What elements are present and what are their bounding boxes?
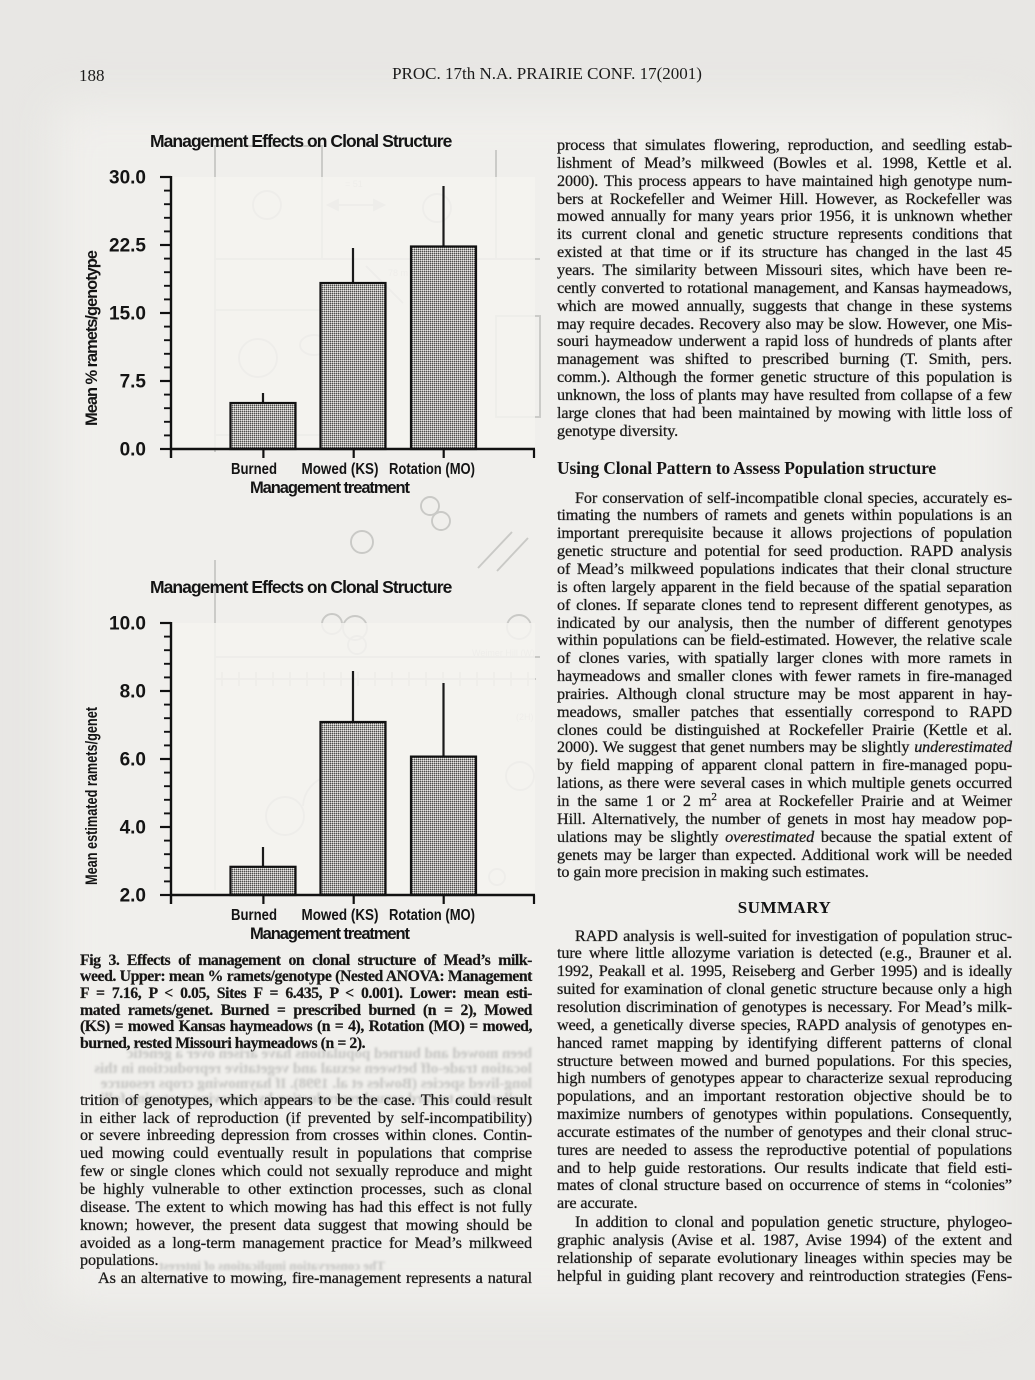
- svg-text:0.0: 0.0: [120, 440, 146, 461]
- svg-text:30.0: 30.0: [109, 168, 146, 189]
- svg-text:7.5: 7.5: [120, 372, 147, 393]
- svg-text:Management Effects on Clonal S: Management Effects on Clonal Structure: [150, 131, 453, 151]
- svg-text:Management Effects on Clonal S: Management Effects on Clonal Structure: [150, 577, 453, 597]
- svg-text:Rotation (MO): Rotation (MO): [389, 907, 475, 924]
- svg-text:Burned: Burned: [231, 907, 277, 924]
- svg-text:Mean % ramets/genotype: Mean % ramets/genotype: [83, 250, 101, 426]
- svg-text:2.0: 2.0: [120, 886, 146, 907]
- svg-text:6.0: 6.0: [120, 750, 146, 771]
- svg-text:10.0: 10.0: [109, 614, 146, 635]
- svg-text:22.5: 22.5: [109, 236, 146, 257]
- svg-text:8.0: 8.0: [120, 682, 146, 703]
- svg-text:15.0: 15.0: [109, 304, 146, 325]
- svg-text:Mean estimated ramets/genet: Mean estimated ramets/genet: [83, 707, 101, 885]
- svg-text:Management treatment: Management treatment: [250, 925, 411, 943]
- svg-text:4.0: 4.0: [120, 818, 146, 839]
- svg-text:Rotation (MO): Rotation (MO): [389, 461, 475, 478]
- svg-text:Management treatment: Management treatment: [250, 479, 411, 497]
- svg-text:Mowed (KS): Mowed (KS): [302, 907, 379, 924]
- svg-text:Burned: Burned: [231, 461, 277, 478]
- svg-text:Mowed (KS): Mowed (KS): [302, 461, 379, 478]
